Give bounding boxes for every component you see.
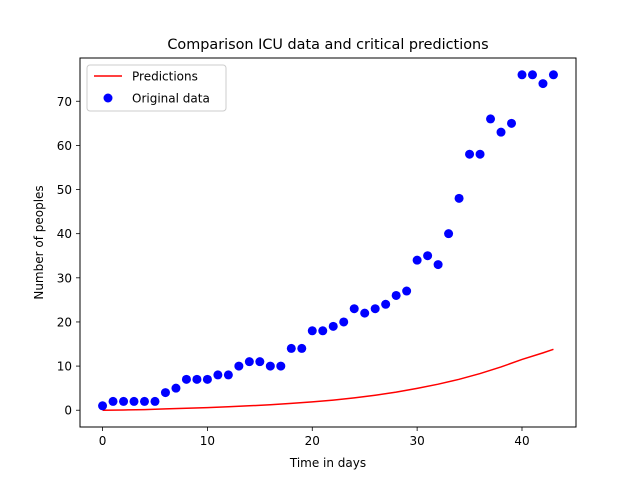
data-point [171, 383, 181, 393]
data-point [391, 290, 401, 300]
y-tick-label: 60 [57, 139, 72, 153]
data-point [339, 317, 349, 327]
plot-frame [79, 57, 577, 428]
data-point [412, 255, 422, 265]
data-point [527, 70, 537, 80]
y-tick-label: 10 [57, 360, 72, 374]
y-tick-label: 30 [57, 271, 72, 285]
data-point [538, 79, 548, 89]
data-point [307, 326, 317, 336]
data-point [328, 321, 338, 331]
data-point [255, 357, 265, 367]
y-tick-label: 20 [57, 315, 72, 329]
data-point [454, 193, 464, 203]
data-point [349, 304, 359, 314]
legend-label-predictions: Predictions [132, 70, 198, 84]
data-point [297, 343, 307, 353]
data-point [475, 149, 485, 159]
data-point [98, 401, 108, 411]
data-point [433, 260, 443, 270]
data-point [108, 396, 118, 406]
legend: Predictions Original data [86, 64, 227, 112]
x-axis: 0 10 20 30 40 [99, 427, 530, 448]
x-axis-title: Time in days [289, 456, 366, 470]
data-point [192, 374, 202, 384]
y-axis: 0 10 20 30 40 50 60 70 [57, 95, 80, 418]
data-point [444, 229, 454, 239]
y-axis-title: Number of peoples [32, 185, 46, 299]
data-point [160, 388, 170, 398]
data-point [548, 70, 558, 80]
data-point [286, 343, 296, 353]
data-layer [98, 70, 558, 411]
data-point [360, 308, 370, 318]
data-point [465, 149, 475, 159]
x-tick-label: 0 [99, 434, 107, 448]
legend-marker-swatch [103, 93, 113, 103]
data-point [276, 361, 286, 371]
data-point [244, 357, 254, 367]
y-tick-label: 0 [64, 404, 72, 418]
data-point [150, 396, 160, 406]
x-tick-label: 20 [305, 434, 320, 448]
data-point [318, 326, 328, 336]
data-point [496, 127, 506, 137]
predictions-line [102, 348, 554, 411]
data-point [181, 374, 191, 384]
data-point [402, 286, 412, 296]
data-point [223, 370, 233, 380]
chart-title: Comparison ICU data and critical predict… [167, 37, 488, 53]
data-point [370, 304, 380, 314]
data-point [213, 370, 223, 380]
data-point [129, 396, 139, 406]
data-point [423, 251, 433, 261]
x-tick-label: 40 [514, 434, 529, 448]
data-point [202, 374, 212, 384]
data-point [486, 114, 496, 124]
legend-label-original-data: Original data [132, 92, 210, 106]
data-point [507, 118, 517, 128]
data-point [139, 396, 149, 406]
x-tick-label: 30 [409, 434, 424, 448]
y-tick-label: 40 [57, 227, 72, 241]
data-point [265, 361, 275, 371]
data-point [517, 70, 527, 80]
x-tick-label: 10 [200, 434, 215, 448]
data-point [381, 299, 391, 309]
y-tick-label: 50 [57, 183, 72, 197]
y-tick-label: 70 [57, 95, 72, 109]
data-point [234, 361, 244, 371]
data-point [119, 396, 129, 406]
